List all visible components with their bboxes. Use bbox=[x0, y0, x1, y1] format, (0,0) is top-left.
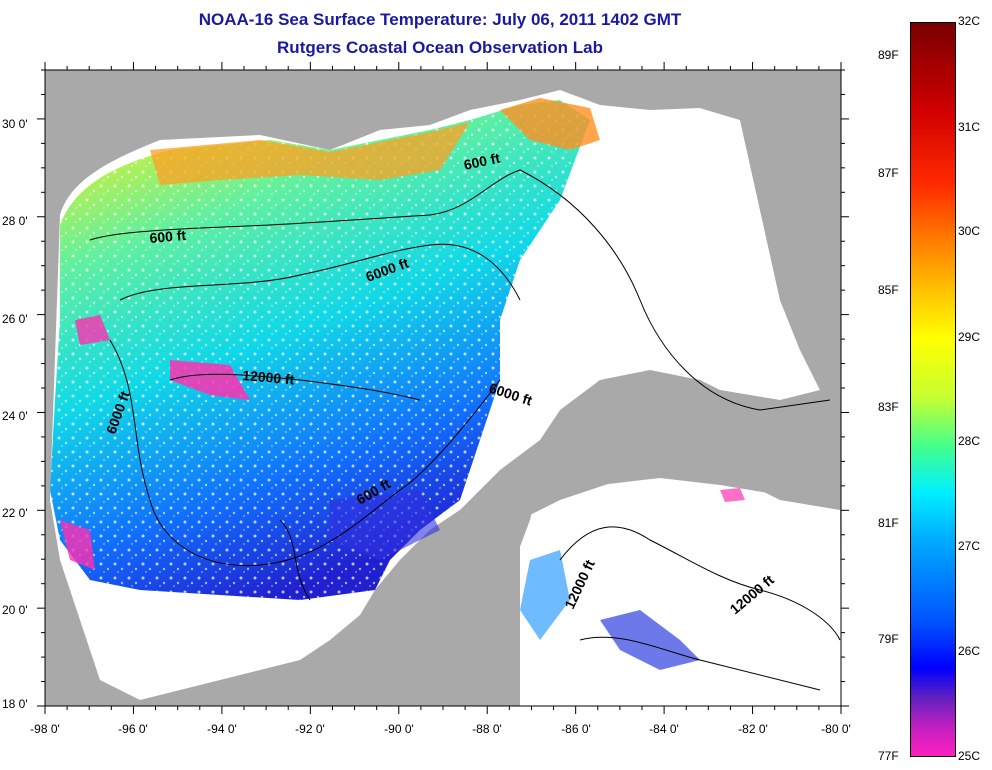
lon-label: -92 0' bbox=[295, 722, 325, 736]
colorbar-c-label: 28C bbox=[958, 434, 981, 448]
sst-map: 600 ft 600 ft 6000 ft 12000 ft 6000 ft 6… bbox=[37, 62, 849, 714]
colorbar-c-label: 26C bbox=[958, 644, 981, 658]
florida-land bbox=[700, 70, 841, 400]
lat-label: 18 0' bbox=[2, 697, 28, 711]
lon-label: -80 0' bbox=[821, 722, 851, 736]
contour-label: 600 ft bbox=[462, 150, 501, 173]
contour-label: 600 ft bbox=[149, 227, 187, 246]
lon-label: -98 0' bbox=[30, 722, 60, 736]
colorbar-c-label: 31C bbox=[958, 120, 981, 134]
bathymetry-contours bbox=[89, 169, 841, 691]
colorbar-c-label: 27C bbox=[958, 539, 981, 553]
colorbar-c-label: 30C bbox=[958, 224, 981, 238]
colorbar-f-label: 77F bbox=[878, 749, 899, 763]
colorbar-f-label: 87F bbox=[878, 166, 899, 180]
lat-label: 26 0' bbox=[2, 312, 28, 326]
lon-label: -82 0' bbox=[738, 722, 768, 736]
colorbar-c-label: 29C bbox=[958, 330, 981, 344]
lon-label: -90 0' bbox=[384, 722, 414, 736]
contour-label: 12000 ft bbox=[242, 367, 296, 388]
colorbar-f-label: 83F bbox=[878, 400, 899, 414]
lon-label: -86 0' bbox=[561, 722, 591, 736]
map-subtitle: Rutgers Coastal Ocean Observation Lab bbox=[277, 38, 603, 57]
cuba-land bbox=[560, 440, 841, 500]
colorbar-c-label: 32C bbox=[958, 14, 981, 28]
colorbar-f-label: 79F bbox=[878, 632, 899, 646]
colorbar-f-label: 85F bbox=[878, 283, 899, 297]
yucatan-land bbox=[360, 480, 540, 706]
lat-label: 24 0' bbox=[2, 409, 28, 423]
lon-label: -96 0' bbox=[118, 722, 148, 736]
colorbar-f-label: 81F bbox=[878, 516, 899, 530]
temperature-colorbar bbox=[910, 22, 956, 757]
lon-label: -88 0' bbox=[472, 722, 502, 736]
lat-label: 30 0' bbox=[2, 117, 28, 131]
colorbar-c-label: 25C bbox=[958, 749, 981, 763]
lat-label: 22 0' bbox=[2, 506, 28, 520]
lat-label: 28 0' bbox=[2, 214, 28, 228]
map-title: NOAA-16 Sea Surface Temperature: July 06… bbox=[198, 10, 682, 29]
colorbar-f-label: 89F bbox=[878, 48, 899, 62]
lon-label: -84 0' bbox=[649, 722, 679, 736]
lat-label: 20 0' bbox=[2, 603, 28, 617]
lon-label: -94 0' bbox=[207, 722, 237, 736]
